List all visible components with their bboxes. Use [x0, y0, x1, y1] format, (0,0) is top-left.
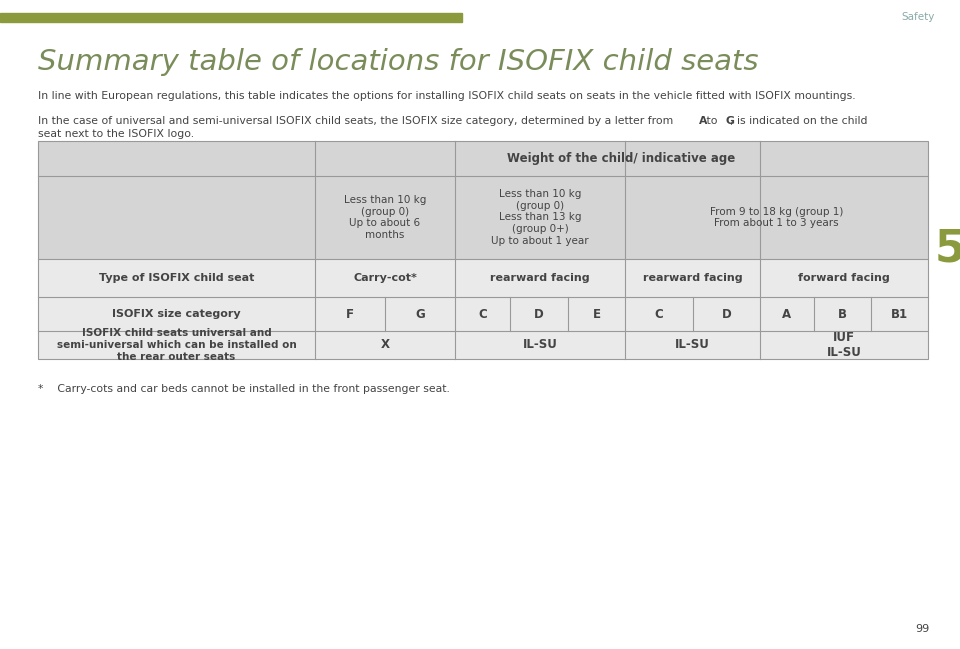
Bar: [38, 259, 928, 359]
Text: Less than 10 kg
(group 0)
Up to about 6
months: Less than 10 kg (group 0) Up to about 6 …: [344, 195, 426, 240]
Text: IL-SU: IL-SU: [675, 339, 710, 352]
Bar: [38, 141, 928, 259]
Text: rearward facing: rearward facing: [491, 273, 589, 283]
Text: B: B: [838, 308, 847, 321]
Text: 99: 99: [916, 624, 930, 634]
Text: Carry-cot*: Carry-cot*: [353, 273, 417, 283]
Text: From 9 to 18 kg (group 1)
From about 1 to 3 years: From 9 to 18 kg (group 1) From about 1 t…: [709, 206, 843, 228]
Bar: [38, 141, 928, 359]
Text: forward facing: forward facing: [798, 273, 890, 283]
Text: A: A: [699, 116, 708, 126]
Text: In line with European regulations, this table indicates the options for installi: In line with European regulations, this …: [38, 91, 855, 101]
Text: rearward facing: rearward facing: [642, 273, 742, 283]
Text: IL-SU: IL-SU: [522, 339, 558, 352]
Text: *    Carry-cots and car beds cannot be installed in the front passenger seat.: * Carry-cots and car beds cannot be inst…: [38, 384, 450, 394]
Text: Summary table of locations for ISOFIX child seats: Summary table of locations for ISOFIX ch…: [38, 48, 758, 76]
Text: G: G: [415, 308, 425, 321]
Text: A: A: [782, 308, 792, 321]
Text: C: C: [655, 308, 663, 321]
Text: , is indicated on the child: , is indicated on the child: [731, 116, 868, 126]
Text: Type of ISOFIX child seat: Type of ISOFIX child seat: [99, 273, 254, 283]
Text: C: C: [478, 308, 487, 321]
Text: seat next to the ISOFIX logo.: seat next to the ISOFIX logo.: [38, 129, 194, 139]
Text: G: G: [726, 116, 734, 126]
Text: B1: B1: [891, 308, 908, 321]
Text: X: X: [380, 339, 390, 352]
Text: IUF
IL-SU: IUF IL-SU: [827, 331, 861, 359]
Text: In the case of universal and semi-universal ISOFIX child seats, the ISOFIX size : In the case of universal and semi-univer…: [38, 116, 677, 126]
Bar: [0, 13, 462, 22]
Text: D: D: [534, 308, 544, 321]
Text: ISOFIX child seats universal and
semi-universal which can be installed on
the re: ISOFIX child seats universal and semi-un…: [57, 328, 297, 361]
Text: Weight of the child/ indicative age: Weight of the child/ indicative age: [508, 152, 735, 165]
Text: D: D: [722, 308, 732, 321]
Text: Safety: Safety: [901, 12, 935, 22]
Text: ISOFIX size category: ISOFIX size category: [112, 309, 241, 319]
Text: Less than 10 kg
(group 0)
Less than 13 kg
(group 0+)
Up to about 1 year: Less than 10 kg (group 0) Less than 13 k…: [492, 190, 588, 246]
Text: F: F: [346, 308, 354, 321]
Text: to: to: [704, 116, 721, 126]
Text: 5: 5: [935, 228, 960, 271]
Text: E: E: [592, 308, 601, 321]
